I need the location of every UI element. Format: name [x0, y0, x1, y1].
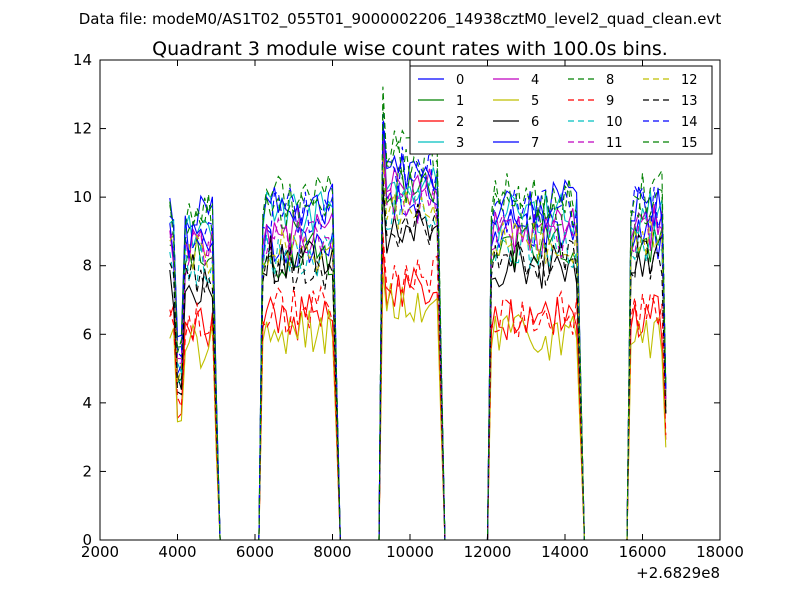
y-tick-label: 6: [82, 325, 92, 343]
legend-label-2: 2: [456, 115, 464, 130]
series-line-13: [169, 177, 667, 541]
x-tick-label: 4000: [158, 543, 196, 561]
x-tick-label: 18000: [696, 543, 744, 561]
legend-label-12: 12: [681, 73, 698, 88]
series-line-8: [169, 106, 667, 541]
legend-label-6: 6: [531, 115, 539, 130]
y-tick-label: 10: [73, 188, 92, 206]
series-line-14: [169, 114, 667, 541]
series-line-2: [169, 244, 667, 541]
legend-label-10: 10: [606, 115, 623, 130]
legend-label-7: 7: [531, 136, 539, 151]
plot-lines: [169, 86, 667, 541]
legend-label-8: 8: [606, 73, 614, 88]
legend-box: [409, 65, 713, 155]
x-tick-label: 2000: [81, 543, 119, 561]
legend-label-14: 14: [681, 115, 698, 130]
x-tick-label: 6000: [236, 543, 274, 561]
axis-ticks: 2000 4000 6000 8000 10000 12000 14000 16000 1800…: [73, 51, 744, 561]
series-line-7: [169, 122, 667, 541]
chart-title: Quadrant 3 module wise count rates with …: [152, 38, 668, 60]
legend-label-11: 11: [606, 136, 623, 151]
y-tick-label: 0: [82, 531, 92, 549]
y-tick-label: 4: [82, 394, 92, 412]
x-tick-label: 16000: [619, 543, 667, 561]
legend-label-4: 4: [531, 73, 539, 88]
legend-label-0: 0: [456, 73, 464, 88]
legend-label-15: 15: [681, 136, 698, 151]
legend-label-1: 1: [456, 94, 464, 109]
series-line-5: [169, 271, 667, 541]
legend-label-5: 5: [531, 94, 539, 109]
x-offset-label: +2.6829e8: [636, 564, 720, 582]
series-line-6: [169, 185, 667, 541]
y-tick-label: 8: [82, 257, 92, 275]
x-tick-label: 10000: [386, 543, 434, 561]
legend-label-9: 9: [606, 94, 614, 109]
x-tick-label: 8000: [313, 543, 351, 561]
x-tick-label: 12000: [464, 543, 512, 561]
y-tick-label: 2: [82, 462, 92, 480]
x-tick-label: 14000: [541, 543, 589, 561]
legend-label-3: 3: [456, 136, 464, 151]
series-line-4: [169, 133, 667, 541]
legend-label-13: 13: [681, 94, 698, 109]
y-tick-label: 12: [73, 120, 92, 138]
y-tick-label: 14: [73, 51, 92, 69]
series-line-15: [169, 86, 667, 541]
chart-suptitle: Data file: modeM0/AS1T02_055T01_90000022…: [79, 10, 722, 29]
series-line-9: [169, 232, 667, 541]
